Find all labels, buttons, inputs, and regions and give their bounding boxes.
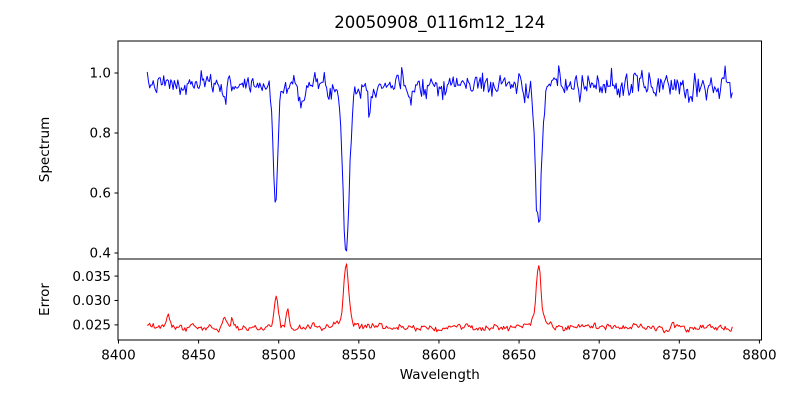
error-frame [117,258,762,341]
x-tick-label: 8600 [422,348,456,364]
chart-title: 20050908_0116m12_124 [334,13,545,33]
x-tick-label: 8500 [262,348,296,364]
error-y-tick-label: 0.030 [72,293,111,309]
x-ticks: 8400 8450 8500 8550 8600 8650 8700 8750 8800 [101,340,777,364]
error-y-tick-label: 0.035 [72,269,111,285]
spectrum-y-tick-label: 0.6 [90,186,111,202]
spectrum-y-ticks: 0.4 0.6 0.8 1.0 [90,66,118,262]
spectrum-y-axis-label: Spectrum [37,117,53,182]
x-tick-label: 8700 [582,348,616,364]
x-tick-label: 8550 [342,348,376,364]
error-panel: 0.025 0.030 0.035 Error [37,258,762,341]
error-y-tick-label: 0.025 [72,318,111,334]
x-axis-label: Wavelength [400,367,480,383]
spectrum-y-tick-label: 1.0 [90,66,111,82]
x-tick-label: 8750 [662,348,696,364]
spectrum-y-tick-label: 0.8 [90,126,111,142]
error-line [146,263,733,334]
spectrum-panel: 0.4 0.6 0.8 1.0 Spectrum [37,40,762,262]
x-tick-label: 8800 [742,348,776,364]
error-line-group [146,263,733,334]
x-tick-label: 8450 [181,348,215,364]
spectrum-line-group [146,65,733,252]
spectrum-frame [117,40,762,260]
x-tick-label: 8650 [502,348,536,364]
error-y-axis-label: Error [37,283,53,316]
spectrum-y-tick-label: 0.4 [90,246,111,262]
spectrum-line [146,65,733,252]
x-tick-label: 8400 [101,348,135,364]
error-y-ticks: 0.025 0.030 0.035 [72,269,118,334]
